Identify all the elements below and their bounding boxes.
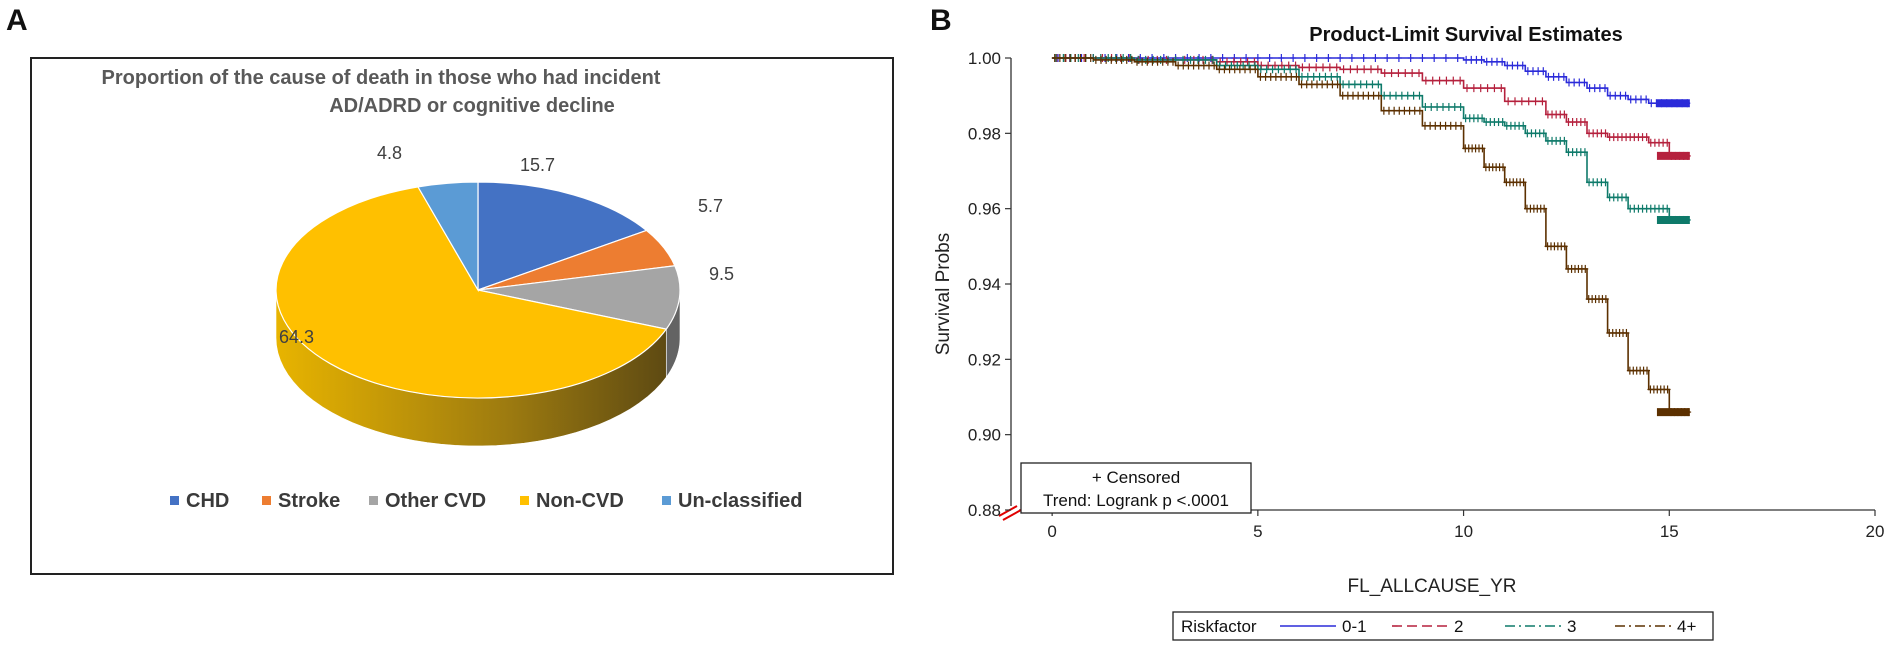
y-tick-label: 0.96: [968, 200, 1001, 219]
y-tick-label: 0.94: [968, 275, 1001, 294]
x-tick-label: 15: [1660, 522, 1679, 541]
legend-swatch-stroke: [262, 496, 271, 505]
km-title: Product-Limit Survival Estimates: [1309, 24, 1622, 46]
annotation-censored: + Censored: [1092, 468, 1180, 487]
legend-label-other-cvd: Other CVD: [385, 490, 486, 512]
km-censor-marks-4: [1051, 54, 1692, 417]
pie-label-un-classified: 4.8: [377, 143, 402, 163]
pie-title-line1: Proportion of the cause of death in thos…: [102, 67, 661, 89]
y-tick-label: 0.88: [968, 501, 1001, 520]
pie-chart-frame: [30, 57, 894, 575]
km-legend-label-4: 4+: [1677, 617, 1696, 636]
axis-break-mark: [1002, 509, 1022, 521]
x-tick-label: 10: [1454, 522, 1473, 541]
km-legend-label-2: 2: [1454, 617, 1463, 636]
y-tick-label: 0.92: [968, 350, 1001, 369]
pie-chart: 15.7 5.7 9.5 64.3 4.8 Proportion of the caus…: [102, 67, 803, 512]
axis-break-mark: [998, 505, 1018, 517]
x-tick-label: 20: [1866, 522, 1885, 541]
y-axis-label: Survival Probs: [933, 233, 954, 356]
km-legend-title: Riskfactor: [1181, 617, 1257, 636]
pie-slice-un-classified: [417, 181, 479, 293]
pie-title-line2: AD/ADRD or cognitive decline: [329, 95, 615, 117]
pie-label-stroke: 5.7: [698, 196, 723, 216]
km-censor-marks-3: [1052, 54, 1691, 224]
x-tick-label: 0: [1047, 522, 1056, 541]
legend-label-non-cvd: Non-CVD: [536, 490, 624, 512]
y-tick-label: 1.00: [968, 49, 1001, 68]
km-censor-marks-2: [1053, 54, 1691, 160]
pie-label-other-cvd: 9.5: [709, 264, 734, 284]
legend-label-un-classified: Un-classified: [678, 490, 802, 512]
pie-label-chd: 15.7: [520, 155, 555, 175]
legend-label-chd: CHD: [186, 490, 229, 512]
censor-annotation-box: [1020, 462, 1252, 514]
x-axis-label: FL_ALLCAUSE_YR: [1348, 576, 1517, 597]
annotation-logrank: Trend: Logrank p <.0001: [1043, 491, 1229, 510]
km-curve-3: [1052, 57, 1690, 221]
km-legend-label-01: 0-1: [1342, 617, 1367, 636]
pie-label-non-cvd: 64.3: [279, 327, 314, 347]
pie-slice-other-cvd: [477, 265, 681, 330]
y-tick-label: 0.98: [968, 124, 1001, 143]
y-tick-label: 0.90: [968, 426, 1001, 445]
legend-label-stroke: Stroke: [278, 490, 340, 512]
panel-b-letter: B: [930, 4, 952, 37]
km-legend-label-3: 3: [1567, 617, 1576, 636]
panel-a-letter: A: [6, 4, 28, 37]
legend-swatch-non-cvd: [520, 496, 529, 505]
pie-slice-chd: [477, 181, 648, 291]
pie-slice-non-cvd: [275, 186, 668, 399]
survival-chart: Product-Limit Survival Estimates 0.88 0.9…: [933, 24, 1885, 641]
km-censor-marks-01: [1055, 54, 1691, 108]
legend-swatch-chd: [170, 496, 179, 505]
legend-swatch-other-cvd: [369, 496, 378, 505]
legend-swatch-un-classified: [662, 496, 671, 505]
x-tick-label: 5: [1253, 522, 1262, 541]
km-curve-4: [1052, 57, 1690, 413]
